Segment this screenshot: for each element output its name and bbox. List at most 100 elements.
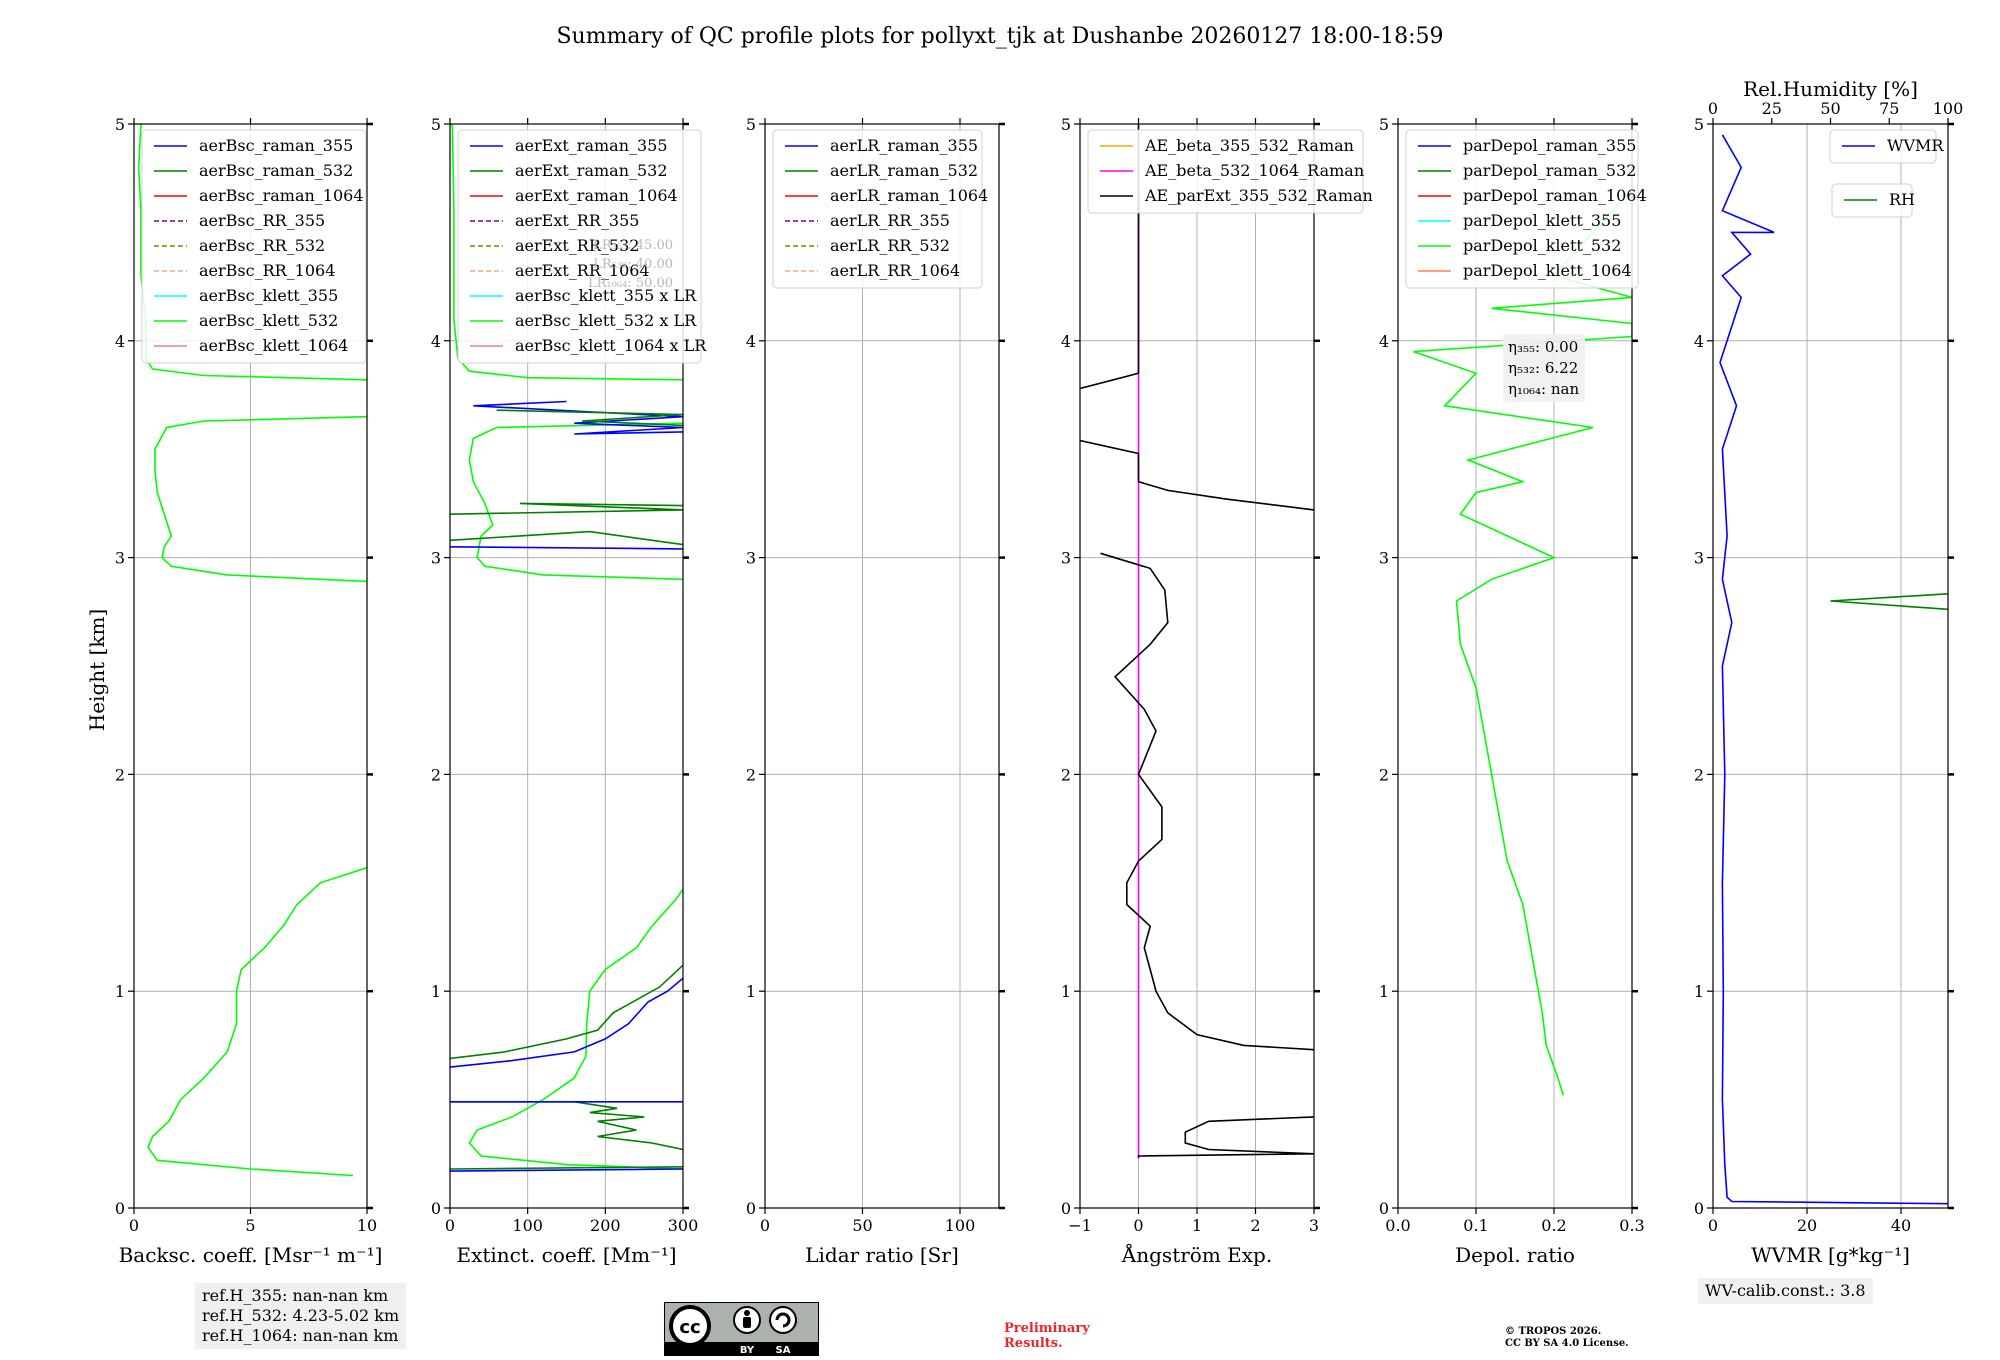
y-tick-label: 1: [746, 982, 756, 1001]
y-tick-label: 0: [1694, 1199, 1704, 1218]
panel-5: 0 1 2 3 4 5 0.0 0.1 0.2 0.3 Depol. ratio parDepol_r…: [1379, 115, 1647, 1267]
y-tick-label: 3: [1379, 549, 1389, 568]
series-line-aerBsc-klett-532-upper: [154, 415, 367, 583]
x-tick-label: 0.3: [1619, 1216, 1644, 1235]
by-text: BY: [740, 1345, 755, 1356]
lidar-ratio-label: LR₃₅₅: 45.00: [593, 238, 673, 253]
series-group: [450, 124, 683, 1172]
x-axis-label: WVMR [g*kg⁻¹]: [1751, 1243, 1910, 1267]
y-tick-label: 2: [1061, 765, 1071, 784]
x-tick-label: −1: [1068, 1216, 1092, 1235]
y-tick-label: 4: [431, 332, 441, 351]
series-line-parDepol-klett-532: [1413, 188, 1632, 1096]
legend-box: [141, 129, 367, 364]
cc-icon: [669, 1305, 711, 1347]
series-line-aerExt-raman-532: [450, 964, 683, 1060]
legend-label: aerBsc_raman_532: [199, 161, 353, 180]
lidar-ratio-label: LR₁₀₆₄: 50.00: [588, 276, 673, 291]
legend-label: aerLR_RR_1064: [830, 261, 960, 280]
sa-text: SA: [776, 1345, 791, 1356]
series-line-aerExt-raman-532-cloud: [450, 502, 683, 515]
eta-box: [1503, 334, 1585, 402]
y-tick-label: 1: [115, 982, 125, 1001]
copyright-note: © TROPOS 2026. CC BY SA 4.0 License.: [1505, 1326, 1629, 1350]
x-tick-label: 0: [1708, 1216, 1718, 1235]
x-axis-label: Lidar ratio [Sr]: [805, 1243, 959, 1267]
x-tick-label: 0: [445, 1216, 455, 1235]
legend-label: aerBsc_klett_1064: [199, 336, 348, 355]
series-group: [1719, 134, 1948, 1205]
x-tick-label: 200: [590, 1216, 621, 1235]
top-x-tick-label: 0: [1708, 99, 1718, 118]
y-tick-label: 5: [431, 115, 441, 134]
legend-label: parDepol_klett_355: [1463, 211, 1621, 230]
legend-label: aerBsc_raman_1064: [199, 186, 364, 205]
legend-label: parDepol_klett_1064: [1463, 261, 1632, 280]
x-tick-label: 300: [668, 1216, 699, 1235]
legend-label: aerLR_raman_532: [830, 161, 978, 180]
legend-label: parDepol_klett_532: [1463, 236, 1621, 255]
legend-box: [1087, 129, 1364, 214]
legend-label: aerLR_RR_355: [830, 211, 950, 230]
y-tick-label: 0: [431, 1199, 441, 1218]
legend-label: aerLR_RR_532: [830, 236, 950, 255]
top-x-tick-label: 100: [1933, 99, 1964, 118]
cc-by-sa-logo: cc BY SA: [664, 1302, 819, 1356]
top-x-tick-label: 75: [1879, 99, 1899, 118]
y-tick-label: 5: [746, 115, 756, 134]
y-tick-label: 2: [1379, 765, 1389, 784]
y-tick-label: 4: [1694, 332, 1704, 351]
y-tick-label: 3: [746, 549, 756, 568]
y-tick-label: 1: [1694, 982, 1704, 1001]
y-tick-label: 3: [1694, 549, 1704, 568]
y-tick-label: 0: [115, 1199, 125, 1218]
legend-label: aerBsc_klett_355: [199, 286, 338, 305]
y-tick-label: 5: [1694, 115, 1704, 134]
wv-calib-text: WV-calib.const.: 3.8: [1705, 1281, 1866, 1300]
y-tick-label: 1: [431, 982, 441, 1001]
legend-label: aerBsc_klett_1064 x LR: [515, 336, 707, 355]
series-line-aerExt-raman-532-cloud3: [496, 409, 683, 427]
y-tick-label: 5: [1061, 115, 1071, 134]
y-tick-label: 2: [115, 765, 125, 784]
legend-label: aerBsc_RR_355: [199, 211, 325, 230]
eta-label: η₅₃₂: 6.22: [1508, 359, 1578, 377]
series-group: [1413, 188, 1632, 1096]
x-tick-label: 5: [245, 1216, 255, 1235]
x-tick-label: 100: [512, 1216, 543, 1235]
y-tick-label: 3: [115, 549, 125, 568]
y-tick-label: 5: [115, 115, 125, 134]
figure-title: Summary of QC profile plots for pollyxt_…: [556, 24, 1443, 49]
legend-label: aerLR_raman_355: [830, 136, 978, 155]
x-tick-label: 10: [357, 1216, 377, 1235]
legend-box: [772, 129, 983, 289]
x-tick-label: 2: [1250, 1216, 1260, 1235]
y-tick-label: 5: [1379, 115, 1389, 134]
series-line-aerBsc-klett-532-x-LR: [468, 888, 683, 1170]
legend-label: parDepol_raman_1064: [1463, 186, 1647, 205]
legend-box: [1405, 129, 1639, 289]
series-group: [1080, 124, 1314, 1159]
x-tick-label: 0.0: [1385, 1216, 1410, 1235]
legend-label: aerExt_RR_355: [515, 211, 639, 230]
x-axis-label: Ångström Exp.: [1121, 1242, 1272, 1267]
x-tick-label: 0.1: [1463, 1216, 1488, 1235]
series-line-aerBsc-klett-532-x-LR-upper: [468, 422, 683, 581]
series-line-aerExt-raman-355-base: [450, 1168, 683, 1172]
lidar-ratio-label: LR₅₃₂: 40.00: [593, 257, 673, 272]
y-tick-label: 4: [1061, 332, 1071, 351]
y-tick-label: 0: [1061, 1199, 1071, 1218]
x-axis-label: Backsc. coeff. [Msr⁻¹ m⁻¹]: [119, 1243, 383, 1267]
series-line-aerExt-raman-355-cloud: [450, 546, 683, 550]
series-line-AE-parExt-upper: [1080, 439, 1314, 511]
legend-label: aerLR_raman_1064: [830, 186, 988, 205]
preliminary-note: Preliminary Results.: [1004, 1321, 1090, 1351]
cc-text: cc: [679, 1317, 700, 1338]
wv-calib-box: WV-calib.const.: 3.8: [1698, 1278, 1873, 1304]
legend-label: aerExt_RR_1064: [515, 261, 650, 280]
legend-label: WVMR: [1887, 136, 1944, 155]
legend-label: AE_beta_355_532_Raman: [1144, 136, 1354, 155]
